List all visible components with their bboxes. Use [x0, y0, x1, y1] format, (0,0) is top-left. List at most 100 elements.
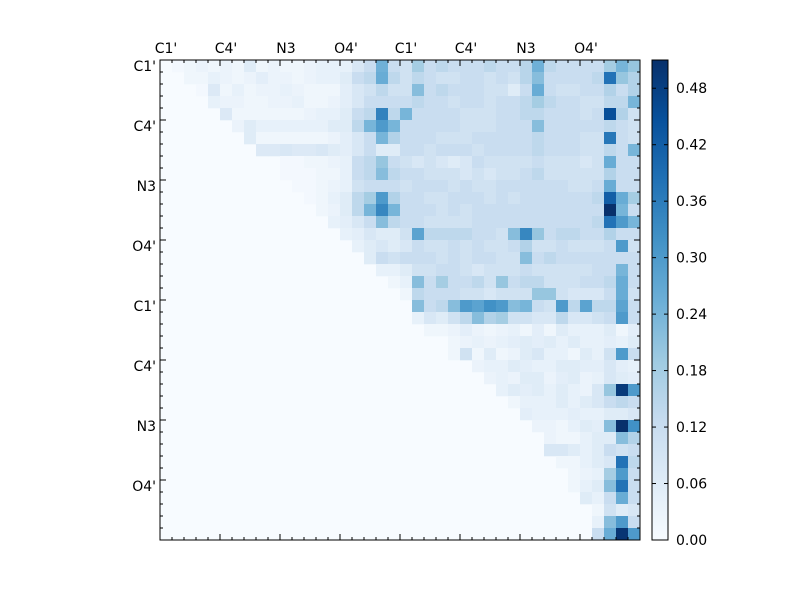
heatmap-cell — [448, 108, 461, 121]
heatmap-cell — [484, 96, 497, 109]
heatmap-cell — [484, 240, 497, 253]
heatmap-cell — [304, 144, 317, 157]
heatmap-cell — [568, 360, 581, 373]
heatmap-cell — [616, 300, 629, 313]
heatmap-cell — [544, 180, 557, 193]
heatmap-cell — [580, 252, 593, 265]
heatmap-cell — [412, 276, 425, 289]
heatmap-cell — [616, 396, 629, 409]
heatmap-cell — [592, 396, 605, 409]
heatmap-cell — [532, 348, 545, 361]
heatmap-cell — [544, 60, 557, 73]
heatmap-cell — [544, 384, 557, 397]
heatmap-cell — [580, 384, 593, 397]
heatmap-cell — [520, 204, 533, 217]
heatmap-cell — [352, 204, 365, 217]
heatmap-cell — [616, 432, 629, 445]
heatmap-cell — [532, 288, 545, 301]
heatmap-cell — [328, 180, 341, 193]
heatmap-cell — [628, 60, 641, 73]
heatmap-cell — [544, 192, 557, 205]
heatmap-cell — [412, 180, 425, 193]
heatmap-cell — [568, 336, 581, 349]
heatmap-cell — [580, 108, 593, 121]
heatmap-cell — [604, 492, 617, 505]
heatmap-cell — [472, 336, 485, 349]
heatmap-cell — [604, 204, 617, 217]
heatmap-cell — [448, 300, 461, 313]
heatmap-cell — [448, 228, 461, 241]
heatmap-cell — [580, 96, 593, 109]
heatmap-cell — [592, 384, 605, 397]
heatmap-cell — [616, 492, 629, 505]
heatmap-cell — [532, 228, 545, 241]
heatmap-cell — [436, 252, 449, 265]
heatmap-cell — [376, 108, 389, 121]
heatmap-cell — [556, 192, 569, 205]
heatmap-cell — [604, 60, 617, 73]
heatmap-cell — [376, 156, 389, 169]
heatmap-cell — [388, 228, 401, 241]
heatmap-cell — [280, 108, 293, 121]
heatmap-cell — [316, 192, 329, 205]
heatmap-cell — [316, 204, 329, 217]
heatmap-cell — [460, 276, 473, 289]
heatmap-cell — [604, 192, 617, 205]
heatmap-cell — [604, 360, 617, 373]
heatmap-cell — [448, 204, 461, 217]
heatmap-cell — [544, 144, 557, 157]
heatmap-cell — [532, 192, 545, 205]
heatmap-cell — [292, 108, 305, 121]
heatmap-cell — [556, 204, 569, 217]
heatmap-cell — [568, 252, 581, 265]
heatmap-cell — [604, 528, 617, 541]
colorbar-tick-label: 0.30 — [676, 251, 707, 267]
heatmap-cell — [544, 396, 557, 409]
heatmap-cell — [316, 180, 329, 193]
heatmap-cell — [436, 120, 449, 133]
heatmap-cell — [508, 156, 521, 169]
heatmap-cell — [364, 252, 377, 265]
heatmap-cell — [256, 108, 269, 121]
heatmap-cell — [568, 84, 581, 97]
heatmap-cell — [472, 312, 485, 325]
heatmap-cell — [460, 120, 473, 133]
y-tick-label: O4' — [132, 239, 156, 255]
heatmap-cell — [400, 168, 413, 181]
heatmap-cell — [448, 168, 461, 181]
heatmap-cell — [604, 372, 617, 385]
heatmap-cell — [304, 60, 317, 73]
heatmap-cell — [628, 84, 641, 97]
heatmap-cell — [400, 84, 413, 97]
heatmap-cell — [280, 168, 293, 181]
heatmap-cell — [592, 432, 605, 445]
heatmap-cell — [232, 60, 245, 73]
heatmap-cell — [532, 276, 545, 289]
heatmap-cell — [400, 96, 413, 109]
heatmap-cell — [364, 156, 377, 169]
heatmap-cell — [580, 204, 593, 217]
heatmap-cell — [472, 120, 485, 133]
heatmap-cell — [364, 192, 377, 205]
heatmap-cell — [256, 72, 269, 85]
heatmap-cell — [400, 156, 413, 169]
heatmap-cell — [496, 384, 509, 397]
heatmap-cell — [460, 216, 473, 229]
heatmap-cell — [244, 108, 257, 121]
colorbar-gradient — [651, 59, 669, 541]
heatmap-cell — [364, 108, 377, 121]
heatmap-cell — [496, 132, 509, 145]
heatmap-cell — [580, 360, 593, 373]
heatmap-cell — [604, 168, 617, 181]
heatmap-cell — [604, 108, 617, 121]
heatmap-cell — [424, 96, 437, 109]
heatmap-cell — [508, 384, 521, 397]
heatmap-cell — [496, 300, 509, 313]
heatmap-cell — [508, 84, 521, 97]
heatmap-cell — [484, 132, 497, 145]
heatmap-cell — [628, 252, 641, 265]
heatmap-cell — [496, 72, 509, 85]
heatmap-cell — [580, 240, 593, 253]
heatmap-cell — [328, 96, 341, 109]
